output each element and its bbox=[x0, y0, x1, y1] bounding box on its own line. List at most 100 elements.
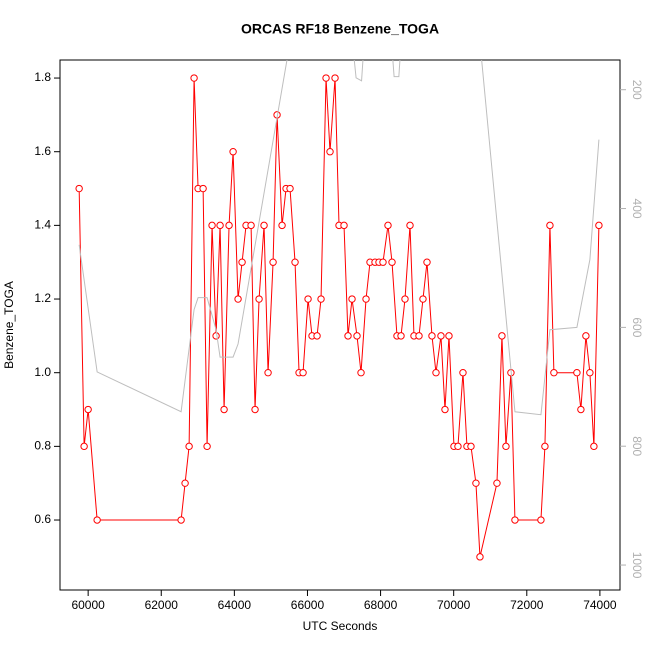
point bbox=[75, 184, 83, 193]
point bbox=[459, 368, 467, 377]
x-tick-label: 64000 bbox=[218, 598, 252, 612]
point bbox=[80, 442, 88, 451]
point bbox=[454, 442, 462, 451]
y2-tick-label: 600 bbox=[630, 317, 644, 337]
point bbox=[353, 332, 361, 340]
point bbox=[220, 405, 228, 414]
point bbox=[546, 221, 554, 230]
point bbox=[577, 405, 585, 414]
point bbox=[401, 295, 409, 303]
x-axis-label: UTC Seconds bbox=[303, 619, 378, 633]
point bbox=[234, 295, 242, 303]
point bbox=[423, 258, 431, 266]
point bbox=[437, 332, 445, 340]
point bbox=[467, 442, 475, 451]
y2-tick-label: 400 bbox=[630, 199, 644, 219]
point bbox=[348, 295, 356, 303]
y2-tick-label: 200 bbox=[630, 80, 644, 100]
point bbox=[255, 295, 263, 303]
point bbox=[225, 221, 233, 230]
point bbox=[340, 221, 348, 230]
point bbox=[498, 332, 506, 340]
point bbox=[212, 332, 220, 340]
y2-tick-label: 1000 bbox=[630, 552, 644, 579]
point bbox=[590, 442, 598, 451]
point bbox=[406, 221, 414, 230]
point bbox=[278, 221, 286, 230]
x-tick-label: 66000 bbox=[291, 598, 325, 612]
y-tick-label: 0.8 bbox=[34, 439, 51, 453]
point bbox=[93, 516, 101, 524]
series-line bbox=[78, 60, 600, 416]
plot-area bbox=[75, 60, 603, 561]
point bbox=[260, 221, 268, 230]
point bbox=[344, 332, 352, 340]
y-tick-label: 1.6 bbox=[34, 144, 51, 158]
point bbox=[322, 74, 330, 82]
point bbox=[428, 332, 436, 340]
point bbox=[502, 442, 510, 451]
point bbox=[541, 442, 549, 451]
series-line bbox=[78, 78, 600, 557]
y-tick-label: 1.8 bbox=[34, 70, 51, 84]
point bbox=[537, 516, 545, 524]
point bbox=[251, 405, 259, 414]
point bbox=[199, 184, 207, 193]
point bbox=[291, 258, 299, 266]
point bbox=[573, 368, 581, 377]
point bbox=[229, 148, 237, 156]
point bbox=[181, 479, 189, 487]
point bbox=[397, 332, 405, 340]
point bbox=[203, 442, 211, 451]
point bbox=[247, 221, 255, 230]
point bbox=[582, 332, 590, 340]
x-tick-label: 74000 bbox=[583, 598, 617, 612]
x-tick-label: 68000 bbox=[364, 598, 398, 612]
point bbox=[313, 332, 321, 340]
point bbox=[388, 258, 396, 266]
point bbox=[384, 221, 392, 230]
point bbox=[415, 332, 423, 340]
point bbox=[432, 368, 440, 377]
point bbox=[379, 258, 387, 266]
point bbox=[550, 368, 558, 377]
x-tick-label: 72000 bbox=[510, 598, 544, 612]
point bbox=[493, 479, 501, 487]
point bbox=[511, 516, 519, 524]
point bbox=[216, 221, 224, 230]
point bbox=[326, 148, 334, 156]
point bbox=[331, 74, 339, 82]
point bbox=[441, 405, 449, 414]
point bbox=[286, 184, 294, 193]
point bbox=[304, 295, 312, 303]
point bbox=[185, 442, 193, 451]
point bbox=[238, 258, 246, 266]
y-tick-label: 1.2 bbox=[34, 291, 51, 305]
point bbox=[264, 368, 272, 377]
x-tick-label: 62000 bbox=[145, 598, 179, 612]
y-axis-label: Benzene_TOGA bbox=[2, 281, 16, 369]
x-tick-label: 60000 bbox=[71, 598, 105, 612]
point bbox=[595, 221, 603, 230]
point bbox=[419, 295, 427, 303]
plot-box bbox=[59, 59, 621, 591]
y-tick-label: 1.0 bbox=[34, 365, 51, 379]
point bbox=[299, 368, 307, 377]
y-tick-label: 0.6 bbox=[34, 512, 51, 526]
chart-title: ORCAS RF18 Benzene_TOGA bbox=[241, 21, 439, 37]
point bbox=[190, 74, 198, 82]
point bbox=[317, 295, 325, 303]
point bbox=[84, 405, 92, 414]
point bbox=[208, 221, 216, 230]
point bbox=[586, 368, 594, 377]
y-tick-label: 1.4 bbox=[34, 218, 51, 232]
point bbox=[362, 295, 370, 303]
point bbox=[357, 368, 365, 377]
point bbox=[177, 516, 185, 524]
point bbox=[476, 553, 484, 561]
point bbox=[269, 258, 277, 266]
y2-tick-label: 800 bbox=[630, 436, 644, 456]
x-tick-label: 70000 bbox=[437, 598, 471, 612]
point bbox=[472, 479, 480, 487]
